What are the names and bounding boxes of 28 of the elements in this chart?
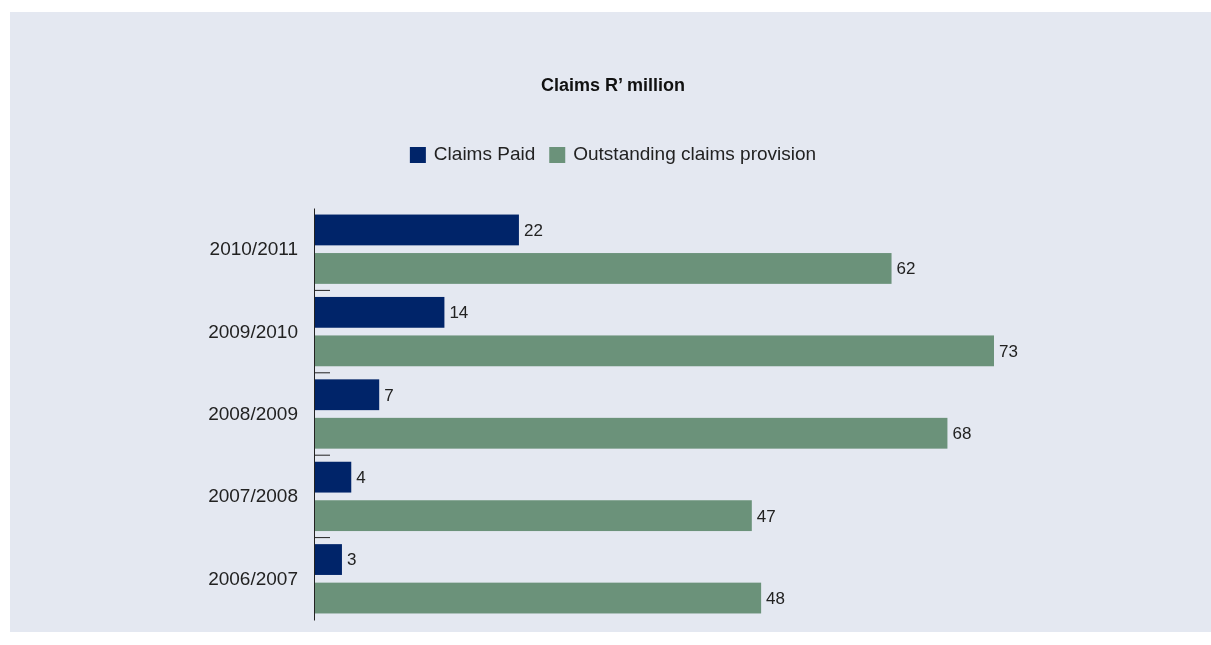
- bar: [314, 500, 752, 532]
- data-label: 68: [952, 424, 972, 444]
- y-tick-label: 2007/2008: [208, 485, 298, 507]
- bar: [314, 379, 380, 411]
- bar: [314, 461, 352, 493]
- data-label: 14: [449, 303, 469, 323]
- legend-label: Outstanding claims provision: [573, 143, 817, 164]
- bar: [314, 253, 892, 284]
- bar: [314, 417, 948, 449]
- y-tick-label: 2009/2010: [208, 320, 298, 342]
- legend-label: Claims Paid: [433, 143, 536, 164]
- bar: [314, 335, 994, 367]
- data-label: 7: [384, 385, 394, 405]
- chart-title: Claims R’ million: [540, 75, 686, 95]
- bar: [314, 296, 445, 328]
- y-tick-label: 2008/2009: [208, 403, 298, 425]
- data-label: 22: [523, 220, 543, 240]
- bar: [314, 544, 342, 575]
- data-label: 3: [346, 550, 357, 570]
- data-label: 47: [756, 506, 776, 526]
- y-tick-label: 2006/2007: [208, 567, 298, 589]
- data-label: 62: [896, 259, 916, 279]
- data-label: 73: [999, 341, 1018, 361]
- bar: [314, 214, 519, 246]
- data-label: 48: [766, 589, 786, 608]
- data-label: 4: [356, 468, 366, 488]
- bar: [314, 582, 762, 614]
- y-tick-label: 2010/2011: [209, 238, 298, 260]
